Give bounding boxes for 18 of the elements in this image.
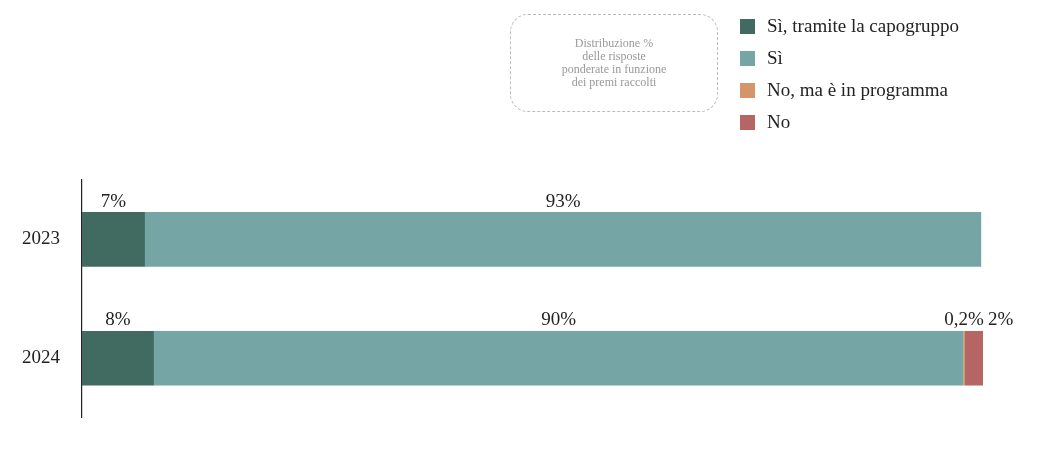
legend-label: Sì, tramite la capogruppo: [767, 15, 960, 37]
y-tick-label: 2023: [22, 227, 60, 249]
data-label: 2%: [987, 308, 1014, 330]
data-label: 90%: [541, 308, 577, 330]
bar: [82, 212, 145, 267]
data-label: 8%: [105, 308, 131, 330]
bar: [153, 330, 964, 386]
bar: [144, 212, 982, 267]
legend-label: No, ma è in programma: [767, 79, 948, 101]
legend-label: No: [767, 111, 791, 133]
data-label: 93%: [545, 189, 581, 211]
legend-label: Sì: [767, 47, 783, 69]
bar: [965, 330, 983, 386]
y-tick-label: 2024: [22, 346, 61, 368]
text: Distribuzione % delle risposte ponderate in funzione dei premi raccolti: [510, 14, 718, 112]
bar: [82, 330, 154, 386]
data-label: 7%: [100, 189, 127, 211]
data-label: 0,2%: [944, 308, 985, 330]
